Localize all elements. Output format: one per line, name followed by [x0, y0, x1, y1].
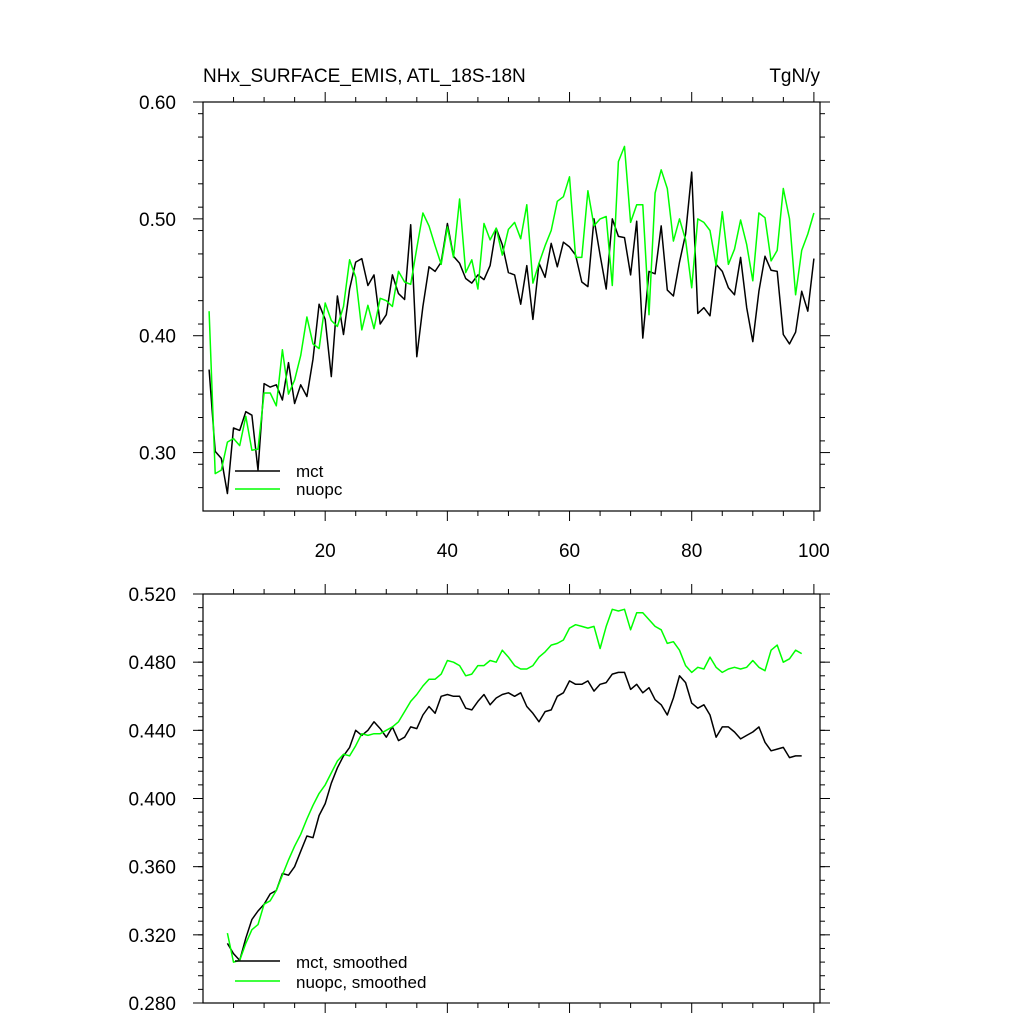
plot-frame	[202, 101, 821, 512]
top-chart: NHx_SURFACE_EMIS, ATL_18S-18N TgN/y 0.30…	[139, 66, 830, 562]
chart-title: NHx_SURFACE_EMIS, ATL_18S-18N	[203, 66, 526, 87]
legend: mct nuopc	[235, 462, 343, 499]
x-tick-label: 20	[315, 541, 336, 562]
y-tick-label: 0.400	[128, 790, 176, 811]
legend: mct, smoothed nuopc, smoothed	[235, 953, 426, 992]
series-line-mct	[208, 171, 815, 495]
y-tick-label: 0.40	[139, 327, 176, 348]
y-tick-label: 0.480	[128, 653, 176, 674]
x-tick-label: 40	[437, 541, 458, 562]
legend-label-nuopc: nuopc	[296, 480, 343, 499]
legend-label-nuopc-smoothed: nuopc, smoothed	[296, 973, 426, 992]
y-tick-label: 0.360	[128, 858, 176, 879]
y-tick-label: 0.30	[139, 444, 176, 465]
series-line-mct-smoothed	[226, 671, 802, 962]
legend-label-mct: mct	[296, 462, 324, 481]
bottom-chart: 0.280 0.320 0.360 0.400 0.440 0.480 0.520 mct,…	[128, 584, 830, 1015]
y-tick-label: 0.440	[128, 721, 176, 742]
series-line-nuopc	[208, 145, 815, 475]
series-line-nuopc-smoothed	[226, 608, 803, 963]
y-tick-label: 0.320	[128, 926, 176, 947]
chart-units: TgN/y	[769, 66, 820, 87]
legend-label-mct-smoothed: mct, smoothed	[296, 953, 408, 972]
x-tick-label: 60	[559, 541, 580, 562]
y-tick-label: 0.280	[128, 994, 176, 1015]
y-tick-label: 0.60	[139, 93, 176, 114]
x-tick-label: 80	[681, 541, 702, 562]
y-tick-label: 0.520	[128, 585, 176, 606]
y-tick-label: 0.50	[139, 210, 176, 231]
x-tick-label: 100	[798, 541, 830, 562]
